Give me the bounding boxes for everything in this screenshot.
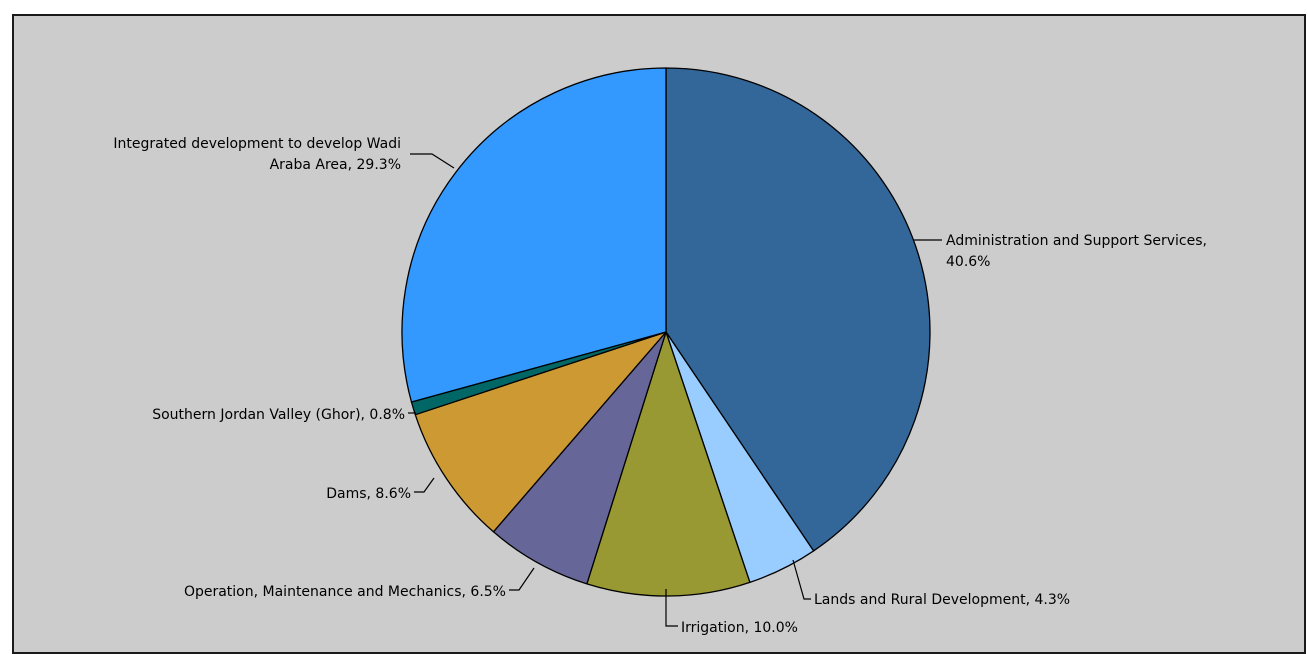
pie-slice-dams bbox=[414, 331, 667, 533]
slice-label-operation-maintenance-and-mechanics: Operation, Maintenance and Mechanics, 6.… bbox=[184, 584, 506, 600]
pie-chart: Administration and Support Services, 40.6… bbox=[113, 67, 1207, 636]
leader-line-operation-maintenance-and-mechanics bbox=[509, 567, 535, 591]
leader-line-integrated-development-to-develop-wadi-araba-area bbox=[410, 153, 455, 169]
slice-label-lands-and-rural-development: Lands and Rural Development, 4.3% bbox=[814, 592, 1070, 608]
leader-line-lands-and-rural-development bbox=[792, 559, 811, 600]
slice-label-dams: Dams, 8.6% bbox=[326, 486, 411, 502]
slice-labels: Administration and Support Services, 40.6… bbox=[113, 136, 1207, 636]
leader-line-dams bbox=[414, 477, 435, 493]
chart-frame: Administration and Support Services, 40.6… bbox=[12, 14, 1306, 654]
slice-label-integrated-development-to-develop-wadi-araba-area: Integrated development to develop Wadi Ar… bbox=[113, 136, 401, 173]
pie-slice-integrated-development-to-develop-wadi-araba-area bbox=[401, 67, 667, 403]
leader-lines bbox=[408, 153, 942, 627]
slice-label-southern-jordan-valley-ghor: Southern Jordan Valley (Ghor), 0.8% bbox=[152, 407, 405, 423]
pie-slices bbox=[401, 67, 931, 597]
pie-slice-irrigation bbox=[586, 331, 751, 597]
leader-line-irrigation bbox=[665, 589, 678, 627]
slice-label-administration-and-support-services: Administration and Support Services, 40.6… bbox=[946, 233, 1207, 270]
slice-label-irrigation: Irrigation, 10.0% bbox=[681, 620, 798, 636]
pie-slice-administration-and-support-services bbox=[665, 67, 931, 552]
